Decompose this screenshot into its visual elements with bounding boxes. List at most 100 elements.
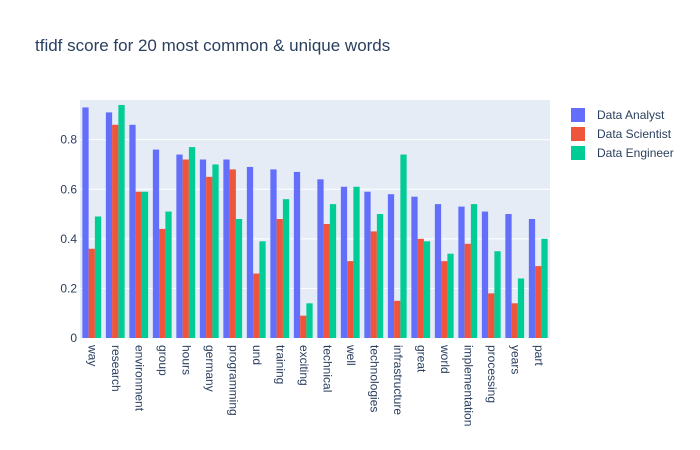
bar-data-engineer[interactable] — [188, 147, 196, 338]
bar-data-engineer[interactable] — [423, 241, 431, 338]
y-tick-label: 0.8 — [60, 133, 77, 147]
legend-label: Data Scientist — [597, 127, 672, 141]
bar-data-analyst[interactable] — [293, 171, 301, 338]
bar-data-scientist[interactable] — [229, 169, 236, 338]
x-tick-label: well — [344, 344, 358, 366]
bar-data-analyst[interactable] — [105, 112, 113, 339]
bar-data-engineer[interactable] — [353, 186, 360, 338]
x-tick-label: infrastructure — [391, 345, 405, 415]
y-tick-label: 0.4 — [60, 232, 77, 246]
bar-data-analyst[interactable] — [152, 149, 160, 338]
x-tick-label: way — [86, 344, 100, 366]
legend-label: Data Analyst — [597, 108, 665, 122]
bar-data-scientist[interactable] — [300, 315, 307, 338]
x-tick-label: world — [438, 344, 452, 374]
x-tick-label: group — [156, 345, 170, 376]
bar-data-engineer[interactable] — [165, 211, 172, 338]
x-tick-label: great — [415, 345, 429, 373]
bar-data-scientist[interactable] — [347, 261, 354, 338]
chart-title: tfidf score for 20 most common & unique … — [35, 36, 390, 55]
legend-item[interactable]: Data Engineer — [571, 146, 674, 160]
bar-data-analyst[interactable] — [411, 196, 418, 338]
bar-data-scientist[interactable] — [488, 293, 495, 339]
bar-data-analyst[interactable] — [505, 214, 512, 338]
legend-item[interactable]: Data Analyst — [571, 108, 665, 122]
y-tick-label: 0.2 — [60, 281, 77, 295]
bar-data-engineer[interactable] — [400, 154, 407, 338]
bar-data-analyst[interactable] — [528, 219, 536, 338]
bar-data-engineer[interactable] — [447, 253, 454, 338]
x-tick-label: processing — [485, 345, 499, 403]
bar-data-analyst[interactable] — [317, 179, 324, 338]
bar-data-scientist[interactable] — [370, 231, 377, 338]
x-tick-label: technologies — [368, 345, 382, 412]
bar-data-scientist[interactable] — [323, 223, 330, 338]
bar-data-analyst[interactable] — [199, 159, 207, 339]
bar-data-engineer[interactable] — [259, 241, 266, 338]
x-tick-label: implementation — [462, 345, 476, 426]
bar-data-analyst[interactable] — [387, 194, 395, 338]
legend-label: Data Engineer — [597, 146, 674, 160]
x-tick-labels: way research environment group hours germany p… — [86, 344, 547, 426]
bar-data-engineer[interactable] — [470, 204, 478, 338]
y-tick-label: 0.6 — [60, 182, 77, 196]
x-tick-label: training — [274, 345, 288, 384]
bar-data-scientist[interactable] — [159, 228, 166, 338]
x-tick-label: germany — [203, 345, 217, 392]
bar-data-engineer[interactable] — [306, 303, 313, 338]
x-tick-label: und — [250, 345, 264, 365]
bar-data-engineer[interactable] — [517, 278, 525, 339]
bar-data-analyst[interactable] — [458, 206, 465, 338]
legend-swatch — [571, 146, 585, 160]
bar-data-engineer[interactable] — [118, 104, 125, 339]
bar-data-scientist[interactable] — [206, 176, 213, 338]
legend-swatch — [571, 108, 585, 122]
legend[interactable]: Data Analyst Data Scientist Data Engineer — [571, 108, 674, 160]
bar-data-engineer[interactable] — [94, 216, 102, 338]
bar-data-analyst[interactable] — [82, 107, 89, 338]
bar-data-analyst[interactable] — [246, 166, 254, 338]
bar-data-engineer[interactable] — [494, 251, 501, 338]
x-tick-label: hours — [180, 345, 194, 375]
bar-data-engineer[interactable] — [541, 238, 548, 338]
bar-data-analyst[interactable] — [340, 186, 348, 338]
bar-data-analyst[interactable] — [434, 204, 442, 338]
x-tick-label: part — [532, 345, 546, 366]
bar-data-engineer[interactable] — [235, 219, 243, 338]
bar-data-scientist[interactable] — [394, 300, 401, 338]
bar-data-engineer[interactable] — [212, 164, 219, 338]
x-tick-label: programming — [227, 345, 241, 416]
bar-data-scientist[interactable] — [276, 219, 283, 338]
bars — [82, 104, 548, 339]
bar-data-analyst[interactable] — [223, 159, 230, 339]
bar-data-scientist[interactable] — [182, 159, 189, 339]
bar-data-analyst[interactable] — [481, 211, 489, 338]
bar-data-scientist[interactable] — [88, 248, 95, 338]
bar-data-analyst[interactable] — [364, 191, 371, 338]
bar-data-scientist[interactable] — [417, 238, 424, 338]
bar-data-engineer[interactable] — [282, 199, 290, 338]
x-tick-label: technical — [321, 345, 335, 392]
x-tick-label: years — [509, 345, 523, 374]
y-tick-labels: 0 0.2 0.4 0.6 0.8 — [60, 133, 77, 345]
bar-data-engineer[interactable] — [376, 214, 384, 338]
bar-data-analyst[interactable] — [270, 169, 277, 338]
bar-data-scientist[interactable] — [441, 261, 448, 338]
bar-data-scientist[interactable] — [135, 191, 142, 338]
bar-data-scientist[interactable] — [464, 243, 471, 338]
bar-data-engineer[interactable] — [141, 191, 149, 338]
bar-data-analyst[interactable] — [129, 124, 136, 338]
bar-data-analyst[interactable] — [176, 154, 183, 338]
legend-swatch — [571, 127, 585, 141]
x-tick-label: environment — [133, 345, 147, 412]
x-tick-label: exciting — [297, 345, 311, 386]
bar-data-scientist[interactable] — [253, 273, 260, 338]
x-tick-label: research — [109, 345, 123, 392]
plot-area — [80, 100, 550, 338]
bar-data-engineer[interactable] — [329, 204, 337, 338]
bar-data-scientist[interactable] — [535, 266, 542, 338]
bar-data-scientist[interactable] — [511, 303, 518, 338]
legend-item[interactable]: Data Scientist — [571, 127, 672, 141]
bar-data-scientist[interactable] — [112, 124, 119, 338]
